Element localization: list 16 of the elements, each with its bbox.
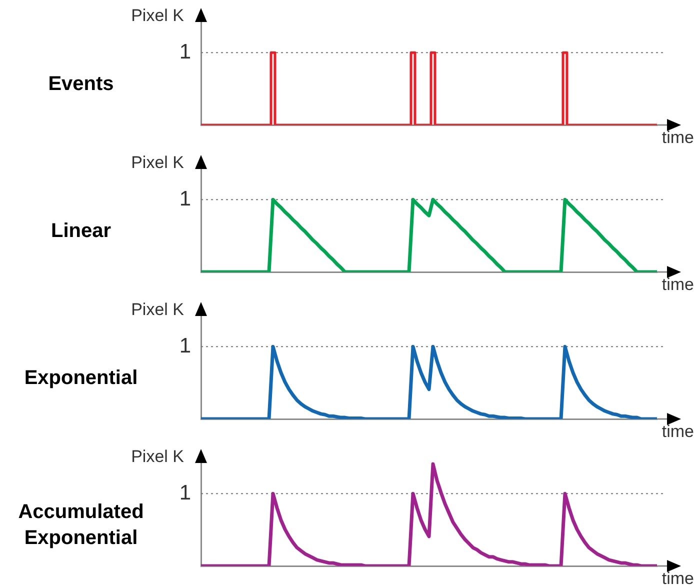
text: Exponential [23, 366, 139, 391]
text: Linear [50, 219, 112, 244]
ref-line-label: 1 [179, 481, 191, 504]
y-axis-title: Pixel K [131, 447, 184, 467]
text: Events [47, 72, 115, 97]
ref-line-label: 1 [179, 40, 191, 64]
x-axis-title: time [662, 569, 694, 588]
y-axis-title: Pixel K [131, 6, 184, 26]
ref-line-label: 1 [179, 334, 191, 358]
y-axis-title: Pixel K [131, 300, 184, 320]
ref-line-label: 1 [179, 187, 191, 210]
x-axis-title: time [662, 128, 694, 147]
x-axis-title: time [662, 422, 694, 441]
x-axis-title: time [662, 275, 694, 294]
y-axis-title: Pixel K [131, 153, 184, 173]
text: Accumulated Exponential [17, 500, 145, 551]
